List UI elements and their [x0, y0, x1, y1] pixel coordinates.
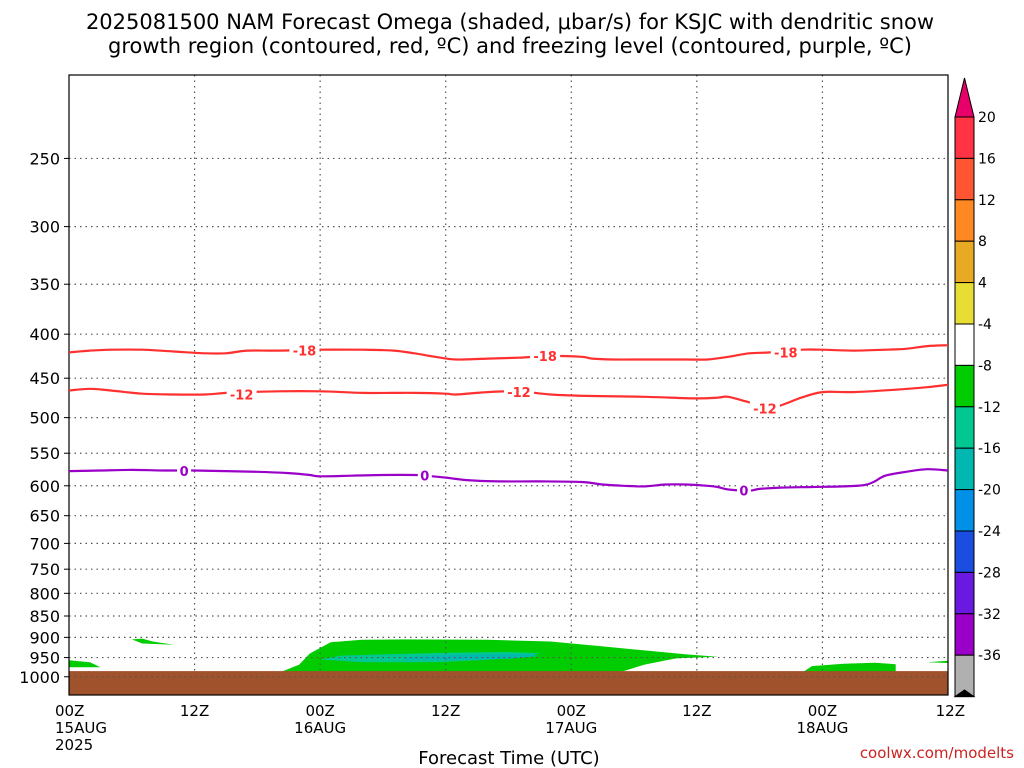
- colorbar-top-arrow: [954, 77, 975, 118]
- contour-label--12-2: -12: [507, 386, 531, 401]
- y-tick-label-800: 800: [29, 584, 60, 603]
- contour-label-bg--12-1: [226, 386, 257, 402]
- y-tick-label-350: 350: [29, 275, 60, 294]
- contour-line-0: [69, 468, 948, 492]
- x-tick-label-12h-1: 12Z: [180, 702, 209, 720]
- contour-label--12-3: -12: [753, 403, 777, 418]
- chart-title-line-1: 2025081500 NAM Forecast Omega (shaded, μ…: [86, 10, 934, 34]
- contour-label--18-1: -18: [293, 345, 317, 360]
- x-tick-label-72h-2: 18AUG: [796, 719, 848, 737]
- contour-label-bg--18-1: [289, 342, 320, 358]
- colorbar-segment-3: [954, 199, 975, 242]
- colorbar-segment-13: [954, 613, 975, 656]
- colorbar-segment-9: [954, 447, 975, 491]
- omega-shaded-region-6: [801, 662, 896, 673]
- x-tick-label-36h-1: 12Z: [431, 702, 460, 720]
- colorbar-segment-11: [954, 530, 975, 573]
- colorbar-segment-12: [954, 571, 975, 615]
- y-tick-label-550: 550: [29, 444, 60, 463]
- y-tick-label-600: 600: [29, 477, 60, 496]
- contour-label-bg-0-2: [417, 467, 432, 483]
- y-tick-label-500: 500: [29, 409, 60, 428]
- colorbar-label-5: 4: [978, 276, 987, 292]
- contour-label--18-3: -18: [774, 346, 798, 361]
- y-tick-label-700: 700: [29, 534, 60, 553]
- colorbar: 20 16 12 8 4 -4 -8 -12 -16 -20 -24 -28 -32 -36: [953, 77, 1001, 698]
- y-axis-ticks: 250 300 350 400 450 500 550 600 650 700 750 800 850 9…: [19, 149, 69, 687]
- x-tick-label-0h-2: 15AUG: [55, 719, 107, 737]
- contour-label-bg--18-3: [770, 344, 801, 360]
- plot-area: [69, 75, 948, 695]
- x-tick-label-24h-2: 16AUG: [294, 719, 346, 737]
- colorbar-label-9: -16: [978, 441, 1001, 457]
- contour-label--12-1: -12: [230, 388, 254, 403]
- contour-label-0-1: 0: [180, 465, 189, 480]
- colorbar-label-8: -12: [978, 400, 1001, 416]
- colorbar-label-1: 20: [978, 110, 996, 126]
- x-tick-label-0h-1: 00Z: [55, 702, 84, 720]
- colorbar-label-7: -8: [978, 358, 992, 374]
- colorbar-segment-6: [954, 323, 975, 366]
- colorbar-segment-5: [954, 282, 975, 325]
- x-tick-label-0h-3: 2025: [55, 736, 93, 754]
- omega-shaded-region-2: [69, 660, 101, 668]
- x-tick-label-24h-1: 00Z: [305, 702, 334, 720]
- y-tick-label-400: 400: [29, 325, 60, 344]
- colorbar-segment-7: [954, 364, 975, 408]
- colorbar-bottom-arrow: [953, 689, 976, 698]
- colorbar-segment-4: [954, 240, 975, 284]
- x-tick-label-60h-1: 12Z: [682, 702, 711, 720]
- x-tick-label-72h-1: 00Z: [808, 702, 837, 720]
- x-axis-label: Forecast Time (UTC): [418, 748, 599, 768]
- colorbar-label-13: -32: [978, 607, 1001, 623]
- contour-label-bg-0-1: [177, 463, 192, 479]
- y-tick-label-300: 300: [29, 218, 60, 237]
- omega-shaded-region-7: [927, 660, 948, 663]
- y-tick-label-450: 450: [29, 369, 60, 388]
- contour-label-0-3: 0: [739, 485, 748, 500]
- y-tick-label-950: 950: [29, 649, 60, 668]
- colorbar-label-11: -24: [978, 524, 1001, 540]
- y-tick-label-650: 650: [29, 507, 60, 526]
- y-tick-label-850: 850: [29, 607, 60, 626]
- colorbar-segment-2: [954, 157, 975, 201]
- x-tick-label-84h-1: 12Z: [936, 702, 965, 720]
- colorbar-segment-1: [954, 116, 975, 159]
- contour-lines: -18 -18 -18 -12 -12 -12 0 0 0: [69, 342, 948, 500]
- colorbar-label-2: 16: [978, 151, 996, 167]
- contour-label-bg--12-2: [503, 384, 534, 400]
- colorbar-segment-10: [954, 489, 975, 532]
- chart-title: 2025081500 NAM Forecast Omega (shaded, μ…: [86, 10, 934, 58]
- ground-below-surface: [69, 671, 948, 695]
- colorbar-segment-8: [954, 406, 975, 449]
- y-tick-label-750: 750: [29, 560, 60, 579]
- omega-shaded-region-1: [131, 638, 174, 645]
- y-tick-label-1000: 1000: [19, 668, 60, 687]
- colorbar-label-4: 8: [978, 234, 987, 250]
- contour-line--12: [69, 383, 948, 409]
- colorbar-label-14: -36: [978, 648, 1001, 664]
- x-tick-label-48h-2: 17AUG: [545, 719, 597, 737]
- y-tick-label-250: 250: [29, 149, 60, 168]
- contour-label-bg-0-3: [736, 482, 751, 498]
- colorbar-label-10: -20: [978, 483, 1001, 499]
- contour-label-bg--18-2: [530, 347, 561, 363]
- colorbar-label-12: -28: [978, 565, 1001, 581]
- contour-label-0-2: 0: [420, 470, 429, 485]
- contour-label--18-2: -18: [533, 350, 557, 365]
- chart-title-line-2: growth region (contoured, red, ºC) and f…: [108, 34, 912, 58]
- x-tick-label-48h-1: 00Z: [557, 702, 586, 720]
- credit-text: coolwx.com/modelts: [860, 744, 1014, 762]
- y-tick-label-900: 900: [29, 628, 60, 647]
- grid-lines: [68, 74, 949, 696]
- colorbar-label-6: -4: [978, 317, 992, 333]
- contour-label-bg--12-3: [749, 400, 780, 416]
- colorbar-label-3: 12: [978, 193, 996, 209]
